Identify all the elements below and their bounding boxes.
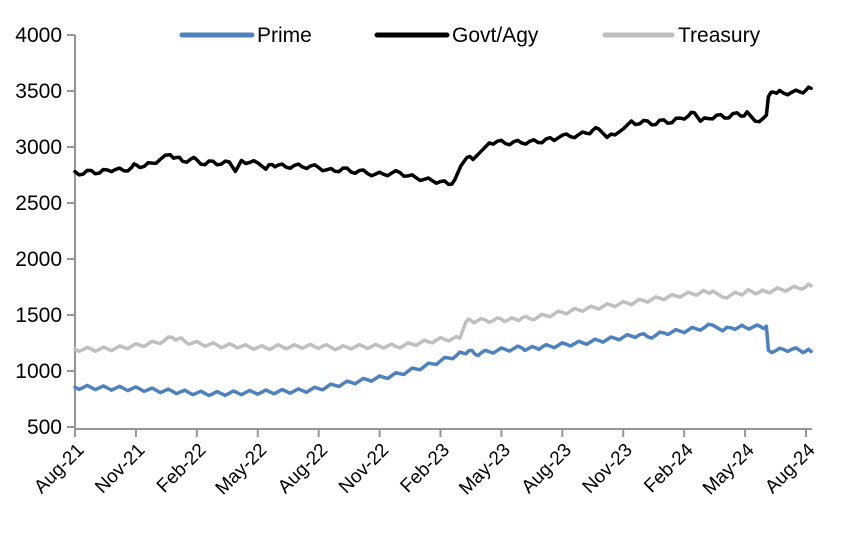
x-axis-label: Aug-22: [274, 440, 332, 498]
x-axis-label: Aug-23: [518, 440, 576, 498]
y-axis-label: 2000: [15, 248, 62, 271]
x-axis-label: Nov-23: [579, 440, 637, 498]
legend-label-prime: Prime: [257, 24, 312, 47]
series-line-prime: [73, 322, 813, 398]
y-axis-label: 2500: [15, 192, 62, 215]
x-axis-label: Feb-24: [640, 439, 698, 497]
x-axis-label: Nov-21: [91, 440, 149, 498]
y-axis-label: 4000: [15, 24, 62, 47]
x-axis-label: Aug-21: [30, 440, 88, 498]
legend-label-treasury: Treasury: [678, 24, 761, 47]
series-line-treasury: [73, 282, 813, 354]
series-lines: [73, 85, 813, 398]
x-axis-label: May-24: [699, 439, 759, 499]
series-line-govt-agy: [73, 85, 813, 187]
x-axis-label: May-23: [455, 440, 515, 500]
legend-label-govt-agy: Govt/Agy: [452, 24, 539, 47]
x-axis-label: Nov-22: [335, 440, 393, 498]
y-axis-label: 1000: [15, 360, 62, 383]
x-axis-label: Aug-24: [761, 439, 819, 497]
y-axis-label: 3500: [15, 80, 62, 103]
x-axis-label: May-22: [212, 440, 272, 500]
x-axis-label: Feb-22: [153, 440, 210, 497]
legend: Prime Govt/Agy Treasury: [179, 24, 761, 47]
y-axis-label: 500: [27, 416, 62, 439]
y-axis-label: 3000: [15, 136, 62, 159]
y-axis-label: 1500: [15, 304, 62, 327]
x-axis-label: Feb-23: [397, 440, 454, 497]
